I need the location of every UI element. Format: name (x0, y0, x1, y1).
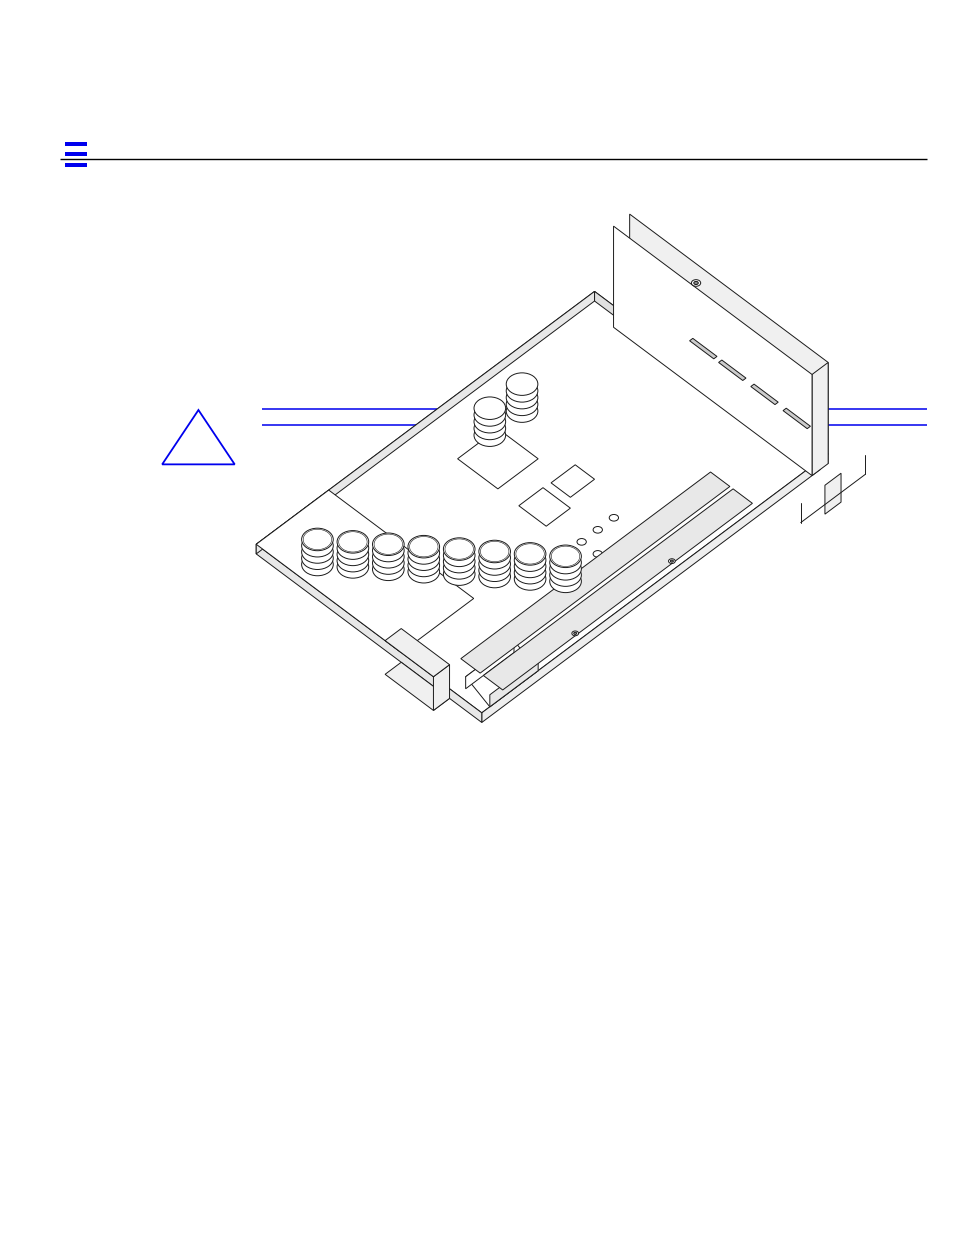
Ellipse shape (474, 424, 505, 446)
Ellipse shape (408, 536, 439, 558)
Ellipse shape (573, 632, 577, 635)
Ellipse shape (549, 571, 580, 593)
Ellipse shape (506, 373, 537, 395)
Ellipse shape (549, 551, 580, 574)
Ellipse shape (336, 537, 368, 559)
Polygon shape (750, 384, 778, 405)
Polygon shape (518, 488, 570, 526)
Ellipse shape (408, 561, 439, 583)
Ellipse shape (301, 541, 333, 563)
Polygon shape (433, 664, 449, 710)
Ellipse shape (514, 542, 545, 566)
Ellipse shape (549, 557, 580, 580)
Ellipse shape (372, 552, 404, 574)
Ellipse shape (408, 542, 439, 564)
Polygon shape (460, 472, 729, 673)
Ellipse shape (301, 547, 333, 569)
Ellipse shape (372, 534, 404, 556)
Ellipse shape (336, 550, 368, 572)
Ellipse shape (693, 282, 698, 284)
Polygon shape (256, 291, 594, 553)
Ellipse shape (593, 551, 601, 557)
Ellipse shape (301, 535, 333, 557)
Polygon shape (256, 545, 481, 722)
Ellipse shape (336, 531, 368, 553)
Ellipse shape (571, 631, 578, 636)
Ellipse shape (443, 563, 475, 585)
Polygon shape (489, 658, 537, 706)
Ellipse shape (443, 551, 475, 573)
Polygon shape (551, 464, 594, 498)
Ellipse shape (443, 537, 475, 561)
Ellipse shape (593, 526, 601, 534)
Ellipse shape (609, 515, 618, 521)
Ellipse shape (514, 562, 545, 584)
Bar (65, 152, 87, 157)
Ellipse shape (577, 538, 586, 545)
Ellipse shape (474, 396, 505, 420)
Ellipse shape (372, 540, 404, 562)
Ellipse shape (443, 545, 475, 567)
Polygon shape (594, 291, 820, 469)
Ellipse shape (372, 558, 404, 580)
Polygon shape (385, 629, 449, 677)
Polygon shape (782, 409, 810, 429)
Polygon shape (629, 214, 827, 463)
Ellipse shape (443, 557, 475, 579)
Ellipse shape (691, 279, 700, 287)
Ellipse shape (478, 553, 510, 576)
Ellipse shape (372, 546, 404, 568)
Ellipse shape (478, 566, 510, 588)
Polygon shape (481, 459, 820, 722)
Ellipse shape (668, 558, 675, 563)
Ellipse shape (506, 387, 537, 409)
Polygon shape (824, 473, 841, 514)
Ellipse shape (478, 547, 510, 569)
Polygon shape (457, 429, 537, 489)
Ellipse shape (549, 545, 580, 568)
Ellipse shape (336, 543, 368, 566)
Polygon shape (385, 662, 449, 710)
Ellipse shape (336, 556, 368, 578)
Ellipse shape (506, 379, 537, 403)
Ellipse shape (514, 568, 545, 590)
Ellipse shape (514, 548, 545, 572)
Polygon shape (465, 641, 514, 689)
Polygon shape (811, 362, 827, 475)
Ellipse shape (478, 559, 510, 582)
Polygon shape (465, 641, 537, 706)
Ellipse shape (478, 540, 510, 563)
Bar (65, 142, 87, 146)
Ellipse shape (408, 555, 439, 577)
Ellipse shape (670, 559, 673, 562)
Ellipse shape (474, 417, 505, 440)
Bar (65, 163, 87, 167)
Polygon shape (613, 226, 811, 475)
Ellipse shape (408, 548, 439, 571)
Ellipse shape (506, 393, 537, 416)
Ellipse shape (506, 400, 537, 422)
Ellipse shape (474, 410, 505, 433)
Ellipse shape (301, 553, 333, 576)
Polygon shape (256, 291, 820, 713)
Polygon shape (483, 489, 752, 690)
Ellipse shape (474, 404, 505, 426)
Ellipse shape (549, 564, 580, 587)
Ellipse shape (301, 529, 333, 551)
Ellipse shape (514, 556, 545, 578)
Polygon shape (613, 305, 827, 466)
Polygon shape (256, 490, 474, 652)
Polygon shape (689, 338, 717, 359)
Polygon shape (718, 361, 745, 380)
